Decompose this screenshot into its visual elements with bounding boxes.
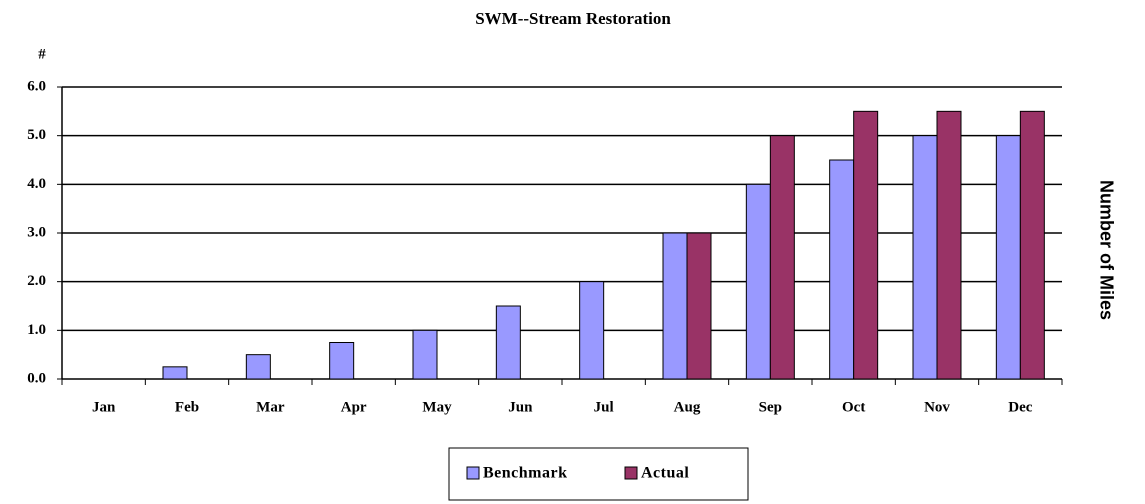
- bar: [579, 281, 605, 380]
- bar: [769, 135, 795, 380]
- x-tick-label: Mar: [256, 399, 285, 415]
- bar: [1019, 110, 1045, 380]
- bar: [412, 329, 438, 380]
- bar: [936, 110, 962, 380]
- bar: [912, 135, 938, 380]
- y-axis-label: #: [38, 46, 46, 62]
- bar: [495, 305, 521, 380]
- x-tick-label: Nov: [924, 399, 950, 415]
- x-tick-label: Jul: [594, 399, 614, 415]
- y-tick-label: 1.0: [27, 322, 46, 338]
- bar: [745, 183, 771, 380]
- y2-axis-label: Number of Miles: [1096, 180, 1116, 320]
- legend-label: Benchmark: [483, 465, 568, 482]
- bar: [662, 232, 688, 380]
- bar: [686, 232, 712, 380]
- x-tick-label: Aug: [674, 399, 701, 415]
- x-tick-label: Jan: [92, 399, 116, 415]
- x-tick-label: Sep: [759, 399, 782, 415]
- legend-label: Actual: [641, 465, 689, 482]
- y-tick-label: 4.0: [27, 176, 46, 192]
- x-tick-label: Apr: [341, 399, 367, 415]
- x-tick-label: May: [422, 399, 452, 415]
- y-tick-label: 0.0: [27, 370, 46, 386]
- bar: [162, 366, 188, 380]
- legend-swatch: [624, 466, 638, 480]
- x-tick-label: Dec: [1008, 399, 1032, 415]
- y-tick-label: 2.0: [27, 273, 46, 289]
- bar: [829, 159, 855, 380]
- x-tick-label: Jun: [508, 399, 533, 415]
- bar: [853, 110, 879, 380]
- bar: [995, 135, 1021, 380]
- chart-title: SWM--Stream Restoration: [475, 9, 671, 28]
- bar: [245, 354, 271, 380]
- legend-swatch: [466, 466, 480, 480]
- legend-box: [448, 447, 749, 501]
- x-tick-label: Feb: [175, 399, 199, 415]
- bar: [329, 342, 355, 380]
- y-tick-label: 6.0: [27, 78, 46, 94]
- y-tick-label: 5.0: [27, 127, 46, 143]
- x-tick-label: Oct: [842, 399, 865, 415]
- y-tick-label: 3.0: [27, 224, 46, 240]
